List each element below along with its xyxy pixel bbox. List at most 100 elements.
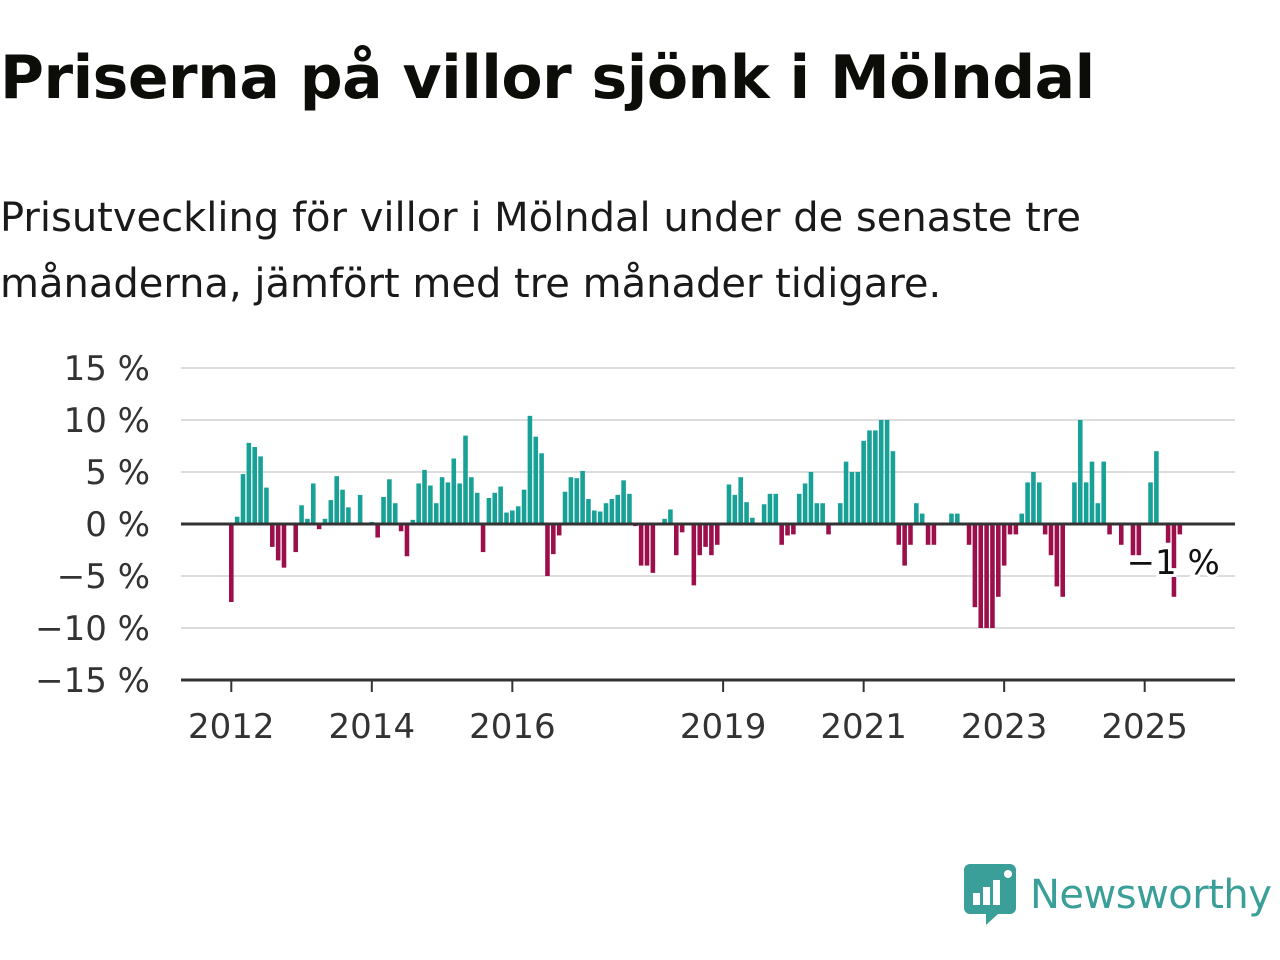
bar	[761, 504, 767, 524]
bar	[990, 524, 995, 628]
x-tick-label: 2012	[188, 707, 275, 747]
bar	[662, 518, 667, 524]
x-tick-label: 2014	[329, 707, 416, 747]
bar	[908, 524, 913, 545]
bar	[779, 524, 784, 545]
bar	[796, 493, 802, 524]
bar	[972, 524, 978, 608]
annotations: −1 %	[1124, 540, 1223, 586]
bar	[229, 524, 234, 602]
bar	[978, 524, 984, 628]
bar	[428, 485, 433, 524]
bar	[592, 510, 597, 524]
bar	[515, 506, 521, 524]
bar	[533, 436, 539, 524]
bar	[404, 524, 410, 557]
bar	[914, 503, 919, 524]
bar	[861, 440, 866, 524]
bar	[1130, 524, 1136, 556]
bar	[246, 442, 252, 524]
bar	[638, 524, 644, 566]
bar	[551, 524, 556, 555]
bar	[346, 507, 351, 524]
bar	[1001, 524, 1007, 566]
bar	[357, 494, 363, 524]
y-tick-label: −15 %	[35, 661, 150, 701]
bar	[709, 524, 714, 556]
bar	[1042, 524, 1048, 535]
bar	[996, 524, 1001, 597]
y-tick-label: −5 %	[57, 557, 150, 597]
bar	[1077, 420, 1083, 524]
bar	[1148, 482, 1153, 524]
bar	[615, 494, 621, 524]
x-tick-label: 2021	[820, 707, 907, 747]
bar	[826, 524, 831, 535]
bar	[392, 503, 398, 524]
bar	[855, 472, 861, 524]
bar	[890, 451, 896, 524]
bar	[849, 472, 855, 524]
chart-title: Priserna på villor sjönk i Mölndal	[0, 43, 1095, 113]
bar	[814, 503, 820, 524]
bar	[955, 513, 960, 524]
bar	[714, 524, 720, 545]
bar	[878, 420, 884, 524]
bar	[580, 470, 585, 524]
gridlines	[181, 367, 1235, 629]
chart-subtitle: Prisutveckling för villor i Mölndal unde…	[0, 195, 1081, 307]
bar	[750, 517, 755, 524]
bar	[679, 524, 685, 533]
bar	[884, 420, 890, 524]
bar	[539, 453, 544, 524]
bar	[1089, 461, 1095, 524]
x-tick-label: 2023	[961, 707, 1048, 747]
bar	[732, 494, 738, 524]
bar	[820, 503, 825, 524]
bar	[691, 524, 697, 586]
bar	[896, 524, 902, 545]
bar	[1165, 524, 1171, 543]
bar	[240, 474, 246, 524]
bar	[644, 524, 650, 566]
bar	[381, 496, 386, 524]
x-tick-label: 2025	[1101, 707, 1188, 747]
y-tick-label: 10 %	[64, 401, 150, 441]
y-tick-label: −10 %	[35, 609, 150, 649]
bar	[480, 524, 486, 553]
bar	[1177, 524, 1183, 535]
bar	[486, 498, 492, 524]
axes	[181, 522, 1235, 692]
bar	[252, 447, 258, 524]
bar	[375, 524, 380, 538]
bar	[299, 505, 304, 524]
bar	[674, 524, 679, 556]
bar	[469, 477, 474, 524]
bar	[398, 524, 404, 532]
bar	[791, 524, 796, 535]
bar	[931, 524, 937, 545]
y-tick-label: 15 %	[64, 349, 150, 389]
bar	[416, 483, 421, 524]
bar	[773, 493, 779, 524]
bar	[726, 484, 732, 524]
bar	[1060, 524, 1065, 597]
brand-logo: Newsworthy	[964, 864, 1272, 926]
bar	[668, 509, 673, 524]
bar	[451, 458, 457, 524]
y-tick-label: 0 %	[85, 505, 150, 545]
bar	[545, 524, 550, 576]
bar	[597, 511, 603, 524]
bar	[562, 491, 568, 524]
bar-chart: 15 %10 %5 %0 %−5 %−10 %−15 % 2012 2014 201…	[35, 349, 1235, 747]
bar	[1007, 524, 1013, 535]
bar	[609, 499, 615, 524]
bar	[510, 510, 515, 524]
newsworthy-logo-icon	[964, 864, 1016, 925]
bar	[1072, 482, 1077, 524]
bar	[802, 483, 808, 524]
bar	[1013, 524, 1019, 535]
bar	[293, 524, 298, 553]
bar	[258, 456, 263, 524]
bar	[1037, 482, 1042, 524]
